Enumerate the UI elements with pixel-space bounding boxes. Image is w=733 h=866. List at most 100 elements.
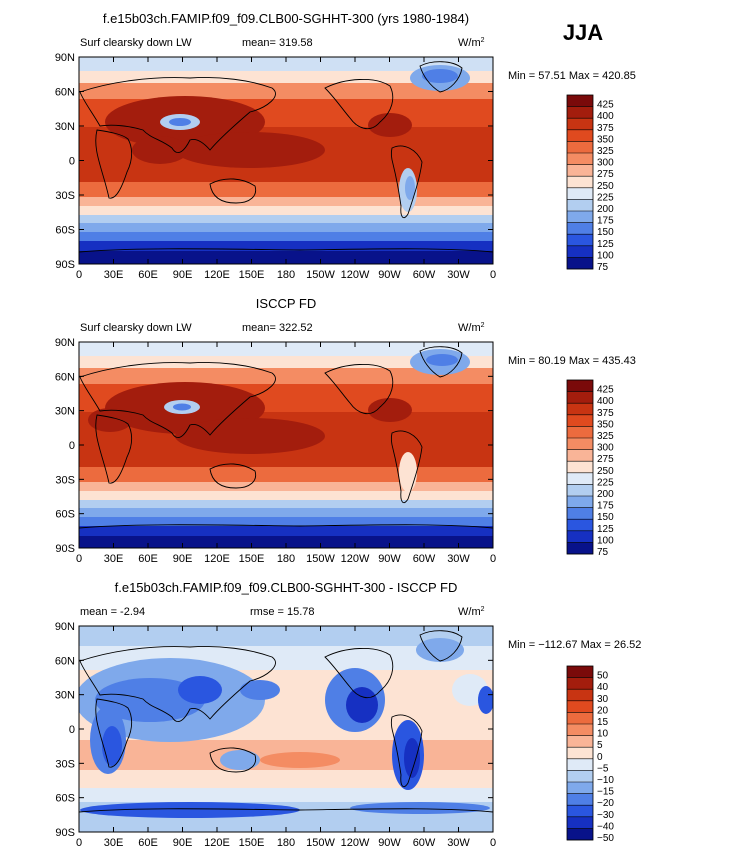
lat-tick-label: 90N xyxy=(55,621,75,633)
colorbar-swatch xyxy=(567,472,593,485)
panel-title: f.e15b03ch.FAMIP.f09_f09.CLB00-SGHHT-300… xyxy=(115,580,458,595)
map-field xyxy=(79,57,493,264)
colorbar-label: −40 xyxy=(597,821,614,832)
lon-tick-label: 90W xyxy=(378,837,401,849)
colorbar-label: −50 xyxy=(597,833,614,844)
colorbar-swatch xyxy=(567,129,593,142)
field-label: Surf clearsky down LW xyxy=(80,37,192,49)
coastlines xyxy=(79,630,493,813)
colorbar-swatch xyxy=(567,747,593,759)
colorbar-label: 225 xyxy=(597,192,614,203)
lat-tick-label: 60S xyxy=(55,793,75,805)
colorbar-swatch xyxy=(567,245,593,258)
colorbar-label: 350 xyxy=(597,134,614,145)
lon-tick-label: 180 xyxy=(277,553,295,565)
minmax-label: Min = 57.51 Max = 420.85 xyxy=(508,70,636,82)
lat-tick-label: 60N xyxy=(55,87,75,99)
lon-tick-label: 120E xyxy=(204,553,230,565)
colorbar: 4254003753503253002752502252001751501251… xyxy=(566,379,614,558)
colorbar-swatch xyxy=(567,438,593,450)
colorbar-swatch xyxy=(567,95,593,107)
lon-tick-label: 90E xyxy=(173,553,193,565)
colorbar-swatch xyxy=(567,677,593,690)
lon-tick-label: 0 xyxy=(76,837,82,849)
colorbar-label: 400 xyxy=(597,396,614,407)
lat-tick-label: 60S xyxy=(55,225,75,237)
lat-tick-label: 60S xyxy=(55,509,75,521)
colorbar-swatch xyxy=(567,484,593,496)
field-label: Surf clearsky down LW xyxy=(80,322,192,334)
lat-tick-label: 90S xyxy=(55,259,75,271)
colorbar-swatch xyxy=(567,758,593,771)
colorbar-swatch xyxy=(567,507,593,520)
colorbar-swatch xyxy=(567,141,593,153)
lon-tick-label: 30W xyxy=(447,837,470,849)
colorbar-label: 75 xyxy=(597,547,609,558)
lon-tick-label: 120W xyxy=(341,553,370,565)
lon-tick-label: 60W xyxy=(413,553,436,565)
lon-tick-label: 0 xyxy=(490,269,496,281)
colorbar-label: 225 xyxy=(597,477,614,488)
season-label: JJA xyxy=(563,20,603,45)
colorbar-swatch xyxy=(567,461,593,473)
lat-tick-label: 60N xyxy=(55,371,75,383)
colorbar-label: 325 xyxy=(597,146,614,157)
lat-tick-label: 0 xyxy=(69,156,75,168)
map-field xyxy=(79,342,493,548)
panel-observed: ISCCP FD Surf clearsky down LW mean= 322… xyxy=(55,296,636,565)
colorbar-label: 250 xyxy=(597,466,614,477)
colorbar-swatch xyxy=(567,782,593,794)
lon-tick-label: 150E xyxy=(239,837,265,849)
panel-model: f.e15b03ch.FAMIP.f09_f09.CLB00-SGHHT-300… xyxy=(55,11,636,281)
lon-tick-label: 120W xyxy=(341,837,370,849)
colorbar-label: 250 xyxy=(597,181,614,192)
lat-tick-label: 30N xyxy=(55,690,75,702)
lon-tick-label: 150W xyxy=(306,553,335,565)
colorbar-swatch xyxy=(567,793,593,806)
panel-difference: f.e15b03ch.FAMIP.f09_f09.CLB00-SGHHT-300… xyxy=(55,580,642,849)
colorbar-swatch xyxy=(567,828,593,840)
colorbar-swatch xyxy=(567,449,593,462)
coastlines xyxy=(79,346,493,529)
lon-tick-label: 0 xyxy=(490,553,496,565)
colorbar-label: 375 xyxy=(597,123,614,134)
colorbar-label: 325 xyxy=(597,431,614,442)
panel-title: ISCCP FD xyxy=(256,296,316,311)
colorbar-swatch xyxy=(567,153,593,165)
colorbar-label: 150 xyxy=(597,512,614,523)
lon-tick-label: 90W xyxy=(378,269,401,281)
mean-label: mean= 322.52 xyxy=(242,322,313,334)
colorbar-swatch xyxy=(567,689,593,701)
colorbar-label: 375 xyxy=(597,408,614,419)
lon-tick-label: 30E xyxy=(104,553,124,565)
colorbar-swatch xyxy=(567,199,593,211)
colorbar-swatch xyxy=(567,700,593,713)
colorbar-swatch xyxy=(567,403,593,415)
panel-title: f.e15b03ch.FAMIP.f09_f09.CLB00-SGHHT-300… xyxy=(103,11,469,26)
lon-tick-label: 150W xyxy=(306,269,335,281)
map-axes: 0 30E 60E 90E 120E 150E 180 150W 120W 90W 60W 30W 09… xyxy=(55,52,496,281)
colorbar-label: 425 xyxy=(597,100,614,111)
lon-tick-label: 150E xyxy=(239,269,265,281)
lon-tick-label: 60E xyxy=(138,553,158,565)
lon-tick-label: 120E xyxy=(204,837,230,849)
colorbar: 4254003753503253002752502252001751501251… xyxy=(566,94,614,273)
lat-tick-label: 90S xyxy=(55,543,75,555)
colorbar-label: 175 xyxy=(597,501,614,512)
colorbar-label: 10 xyxy=(597,729,609,740)
units-label: W/m2 xyxy=(458,606,485,618)
lon-tick-label: 150E xyxy=(239,553,265,565)
colorbar-swatch xyxy=(567,164,593,177)
lat-tick-label: 90N xyxy=(55,52,75,64)
lon-tick-label: 30E xyxy=(104,269,124,281)
colorbar-swatch xyxy=(567,211,593,223)
map-axes: 0 30E 60E 90E 120E 150E 180 150W 120W 90W 60W 30W 09… xyxy=(55,337,496,565)
colorbar-swatch xyxy=(567,187,593,200)
colorbar-label: 300 xyxy=(597,443,614,454)
colorbar-swatch xyxy=(567,712,593,724)
lat-tick-label: 30N xyxy=(55,121,75,133)
colorbar-swatch xyxy=(567,380,593,392)
lon-tick-label: 90E xyxy=(173,269,193,281)
units-label: W/m2 xyxy=(458,322,485,334)
